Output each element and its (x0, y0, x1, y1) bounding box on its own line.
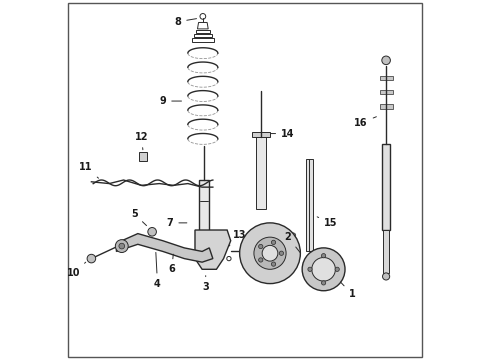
Bar (380, 76, 392, 80)
Text: 13: 13 (229, 230, 246, 246)
Bar (252, 132, 270, 137)
Text: 12: 12 (135, 132, 148, 150)
Circle shape (148, 228, 156, 236)
Circle shape (308, 267, 312, 271)
Polygon shape (117, 234, 213, 262)
Bar (139, 153, 147, 161)
Circle shape (271, 240, 276, 244)
Text: 14: 14 (271, 129, 294, 139)
Circle shape (240, 223, 300, 284)
Bar (256, 137, 267, 208)
Circle shape (382, 56, 391, 64)
Polygon shape (195, 230, 231, 269)
Circle shape (291, 233, 296, 238)
Text: 3: 3 (202, 276, 209, 292)
Text: 4: 4 (154, 252, 161, 289)
Circle shape (383, 273, 390, 280)
Text: 2: 2 (285, 232, 300, 253)
Bar (382, 144, 391, 230)
Bar (383, 230, 389, 273)
Text: 7: 7 (167, 218, 187, 228)
Bar (380, 90, 392, 94)
Bar (380, 104, 392, 109)
Bar (199, 180, 209, 244)
Text: 10: 10 (67, 262, 86, 278)
Bar (196, 30, 210, 33)
Circle shape (321, 281, 326, 285)
Circle shape (335, 267, 339, 271)
Text: 1: 1 (341, 282, 356, 299)
Text: 15: 15 (317, 217, 338, 228)
Circle shape (254, 237, 286, 269)
Circle shape (119, 243, 124, 249)
Circle shape (259, 258, 263, 262)
Text: 6: 6 (169, 254, 175, 274)
Circle shape (312, 257, 335, 281)
Text: 11: 11 (79, 162, 98, 178)
Circle shape (262, 246, 278, 261)
Bar (192, 38, 214, 42)
Circle shape (279, 251, 284, 255)
Circle shape (87, 254, 96, 263)
Circle shape (321, 253, 326, 258)
Text: 9: 9 (159, 96, 181, 106)
Circle shape (115, 240, 128, 252)
Bar (306, 158, 313, 251)
Text: 16: 16 (354, 117, 376, 128)
Circle shape (302, 248, 345, 291)
Text: 8: 8 (174, 17, 196, 27)
Text: 5: 5 (131, 209, 147, 226)
Circle shape (271, 262, 276, 266)
Circle shape (259, 244, 263, 249)
Bar (194, 33, 212, 37)
